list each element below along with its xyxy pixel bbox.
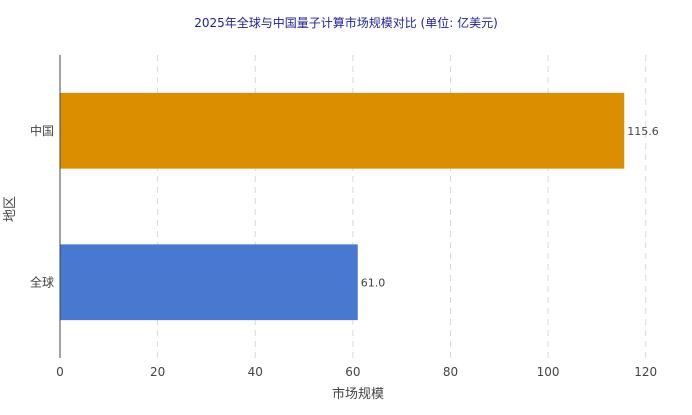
y-axis-title: 地区 xyxy=(3,196,18,222)
bar xyxy=(60,92,625,169)
x-tick-label: 100 xyxy=(537,365,560,379)
y-tick-label: 全球 xyxy=(30,274,54,289)
bar xyxy=(60,244,358,321)
x-tick-label: 80 xyxy=(443,365,458,379)
x-axis-title: 市场规模 xyxy=(332,386,384,402)
x-tick-label: 60 xyxy=(345,365,360,379)
y-tick-label: 中国 xyxy=(30,123,54,138)
bars: 115.6 61.0 xyxy=(60,92,659,321)
x-tick-label: 0 xyxy=(56,365,64,379)
x-tick-label: 120 xyxy=(634,365,657,379)
bar-value-label: 115.6 xyxy=(627,125,659,138)
bar-value-label: 61.0 xyxy=(361,276,386,289)
x-tick-label: 20 xyxy=(150,365,165,379)
x-tick-label: 40 xyxy=(248,365,263,379)
chart-title: 2025年全球与中国量子计算市场规模对比 (单位: 亿美元) xyxy=(194,15,498,30)
